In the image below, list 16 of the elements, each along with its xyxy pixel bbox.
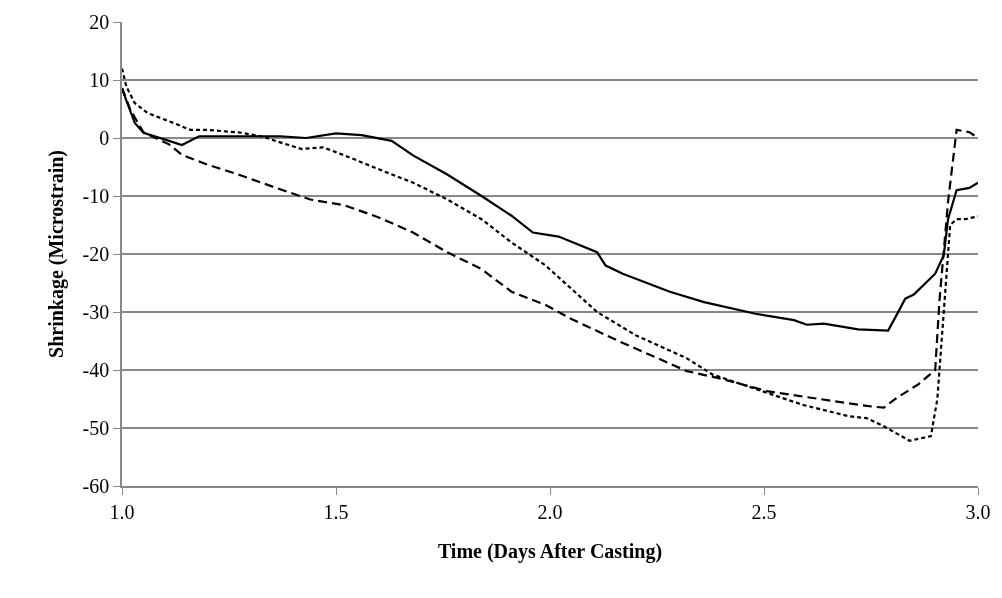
y-tick-label: -10 (82, 185, 110, 207)
x-tick-label: 1.0 (109, 500, 135, 523)
x-axis-title: Time (Days After Casting) (437, 539, 663, 563)
y-tick-label: -60 (82, 475, 110, 497)
x-tick-label: 1.5 (323, 500, 349, 523)
x-tick-label: 2.0 (537, 500, 563, 523)
y-tick-label: -30 (82, 301, 110, 323)
y-tick-label: -40 (82, 359, 110, 381)
y-tick-label: -50 (82, 417, 110, 439)
y-tick-label: 20 (89, 11, 110, 33)
y-tick-label: -20 (82, 243, 110, 265)
x-tick-label: 3.0 (965, 500, 991, 523)
y-tick-label: 0 (99, 127, 110, 149)
y-tick-label: 10 (89, 69, 110, 91)
y-axis-title: Shrinkage (Microstrain) (44, 150, 68, 358)
x-tick-label: 2.5 (751, 500, 777, 523)
